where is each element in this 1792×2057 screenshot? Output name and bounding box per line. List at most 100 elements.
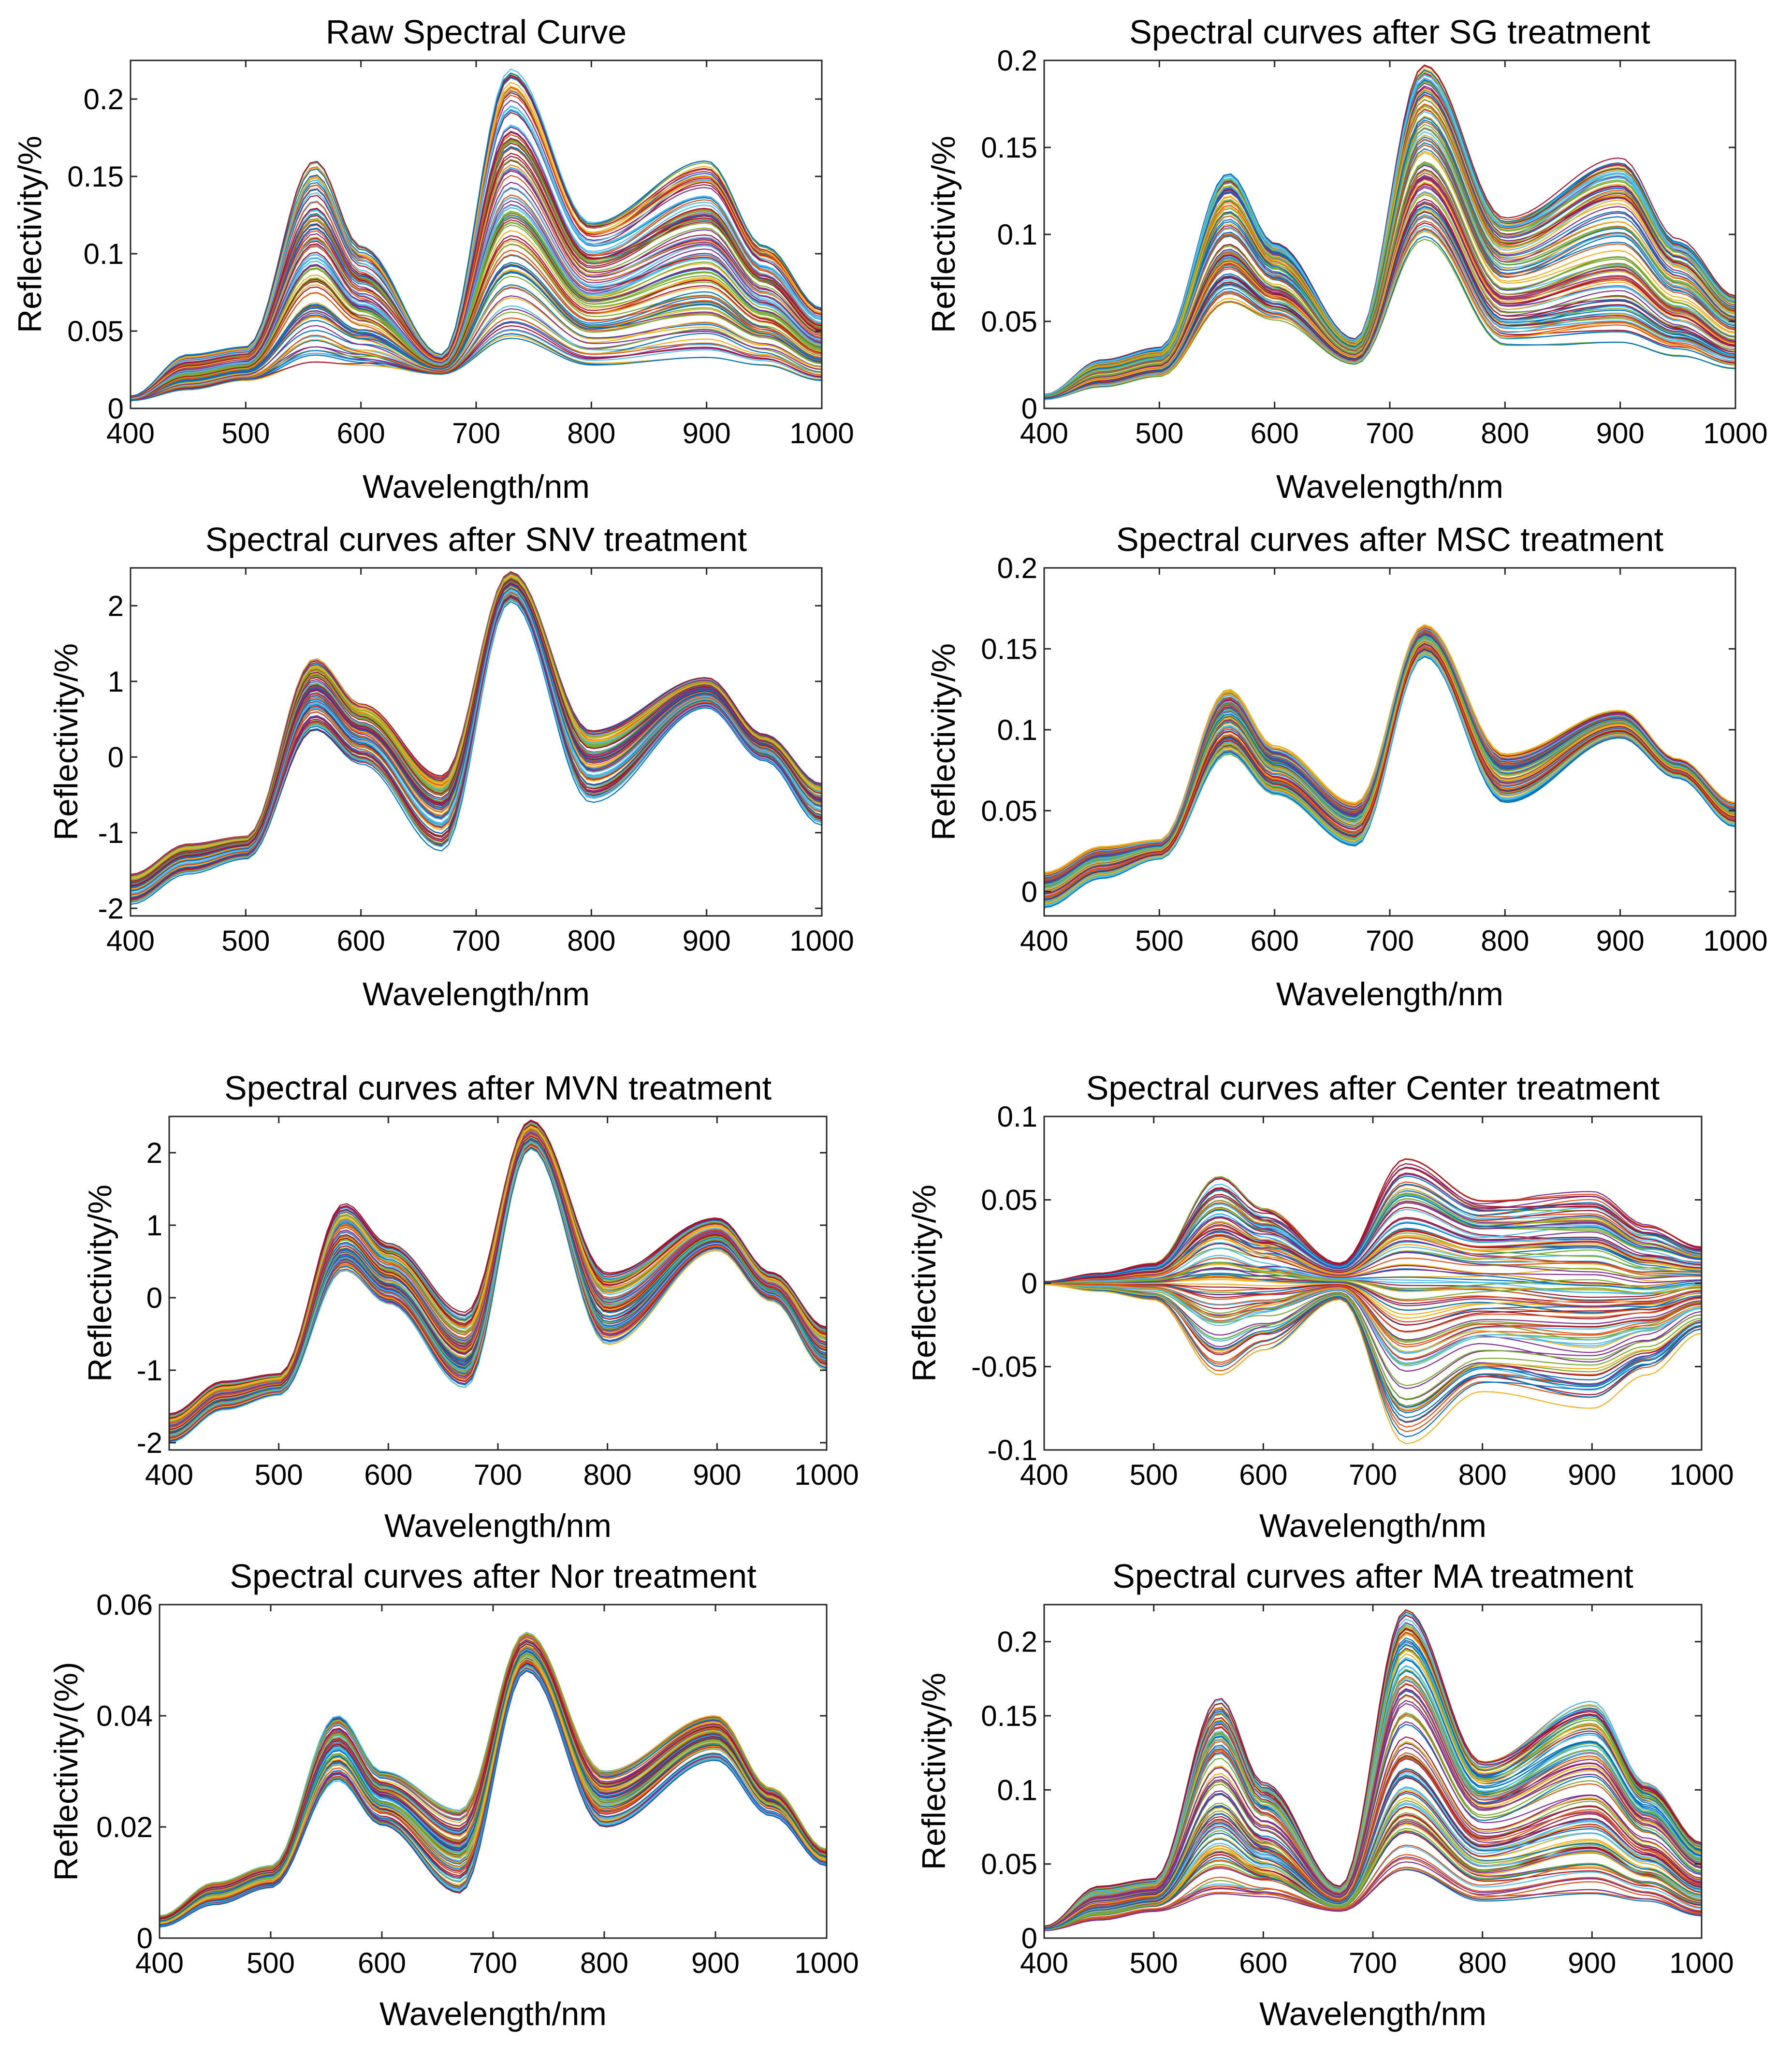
x-axis-label: Wavelength/nm — [363, 976, 590, 1013]
x-axis-label: Wavelength/nm — [1259, 1996, 1486, 2032]
series-line — [131, 322, 822, 401]
y-tick-label: 0.05 — [981, 1184, 1037, 1217]
series-group — [1044, 1158, 1702, 1445]
series-line — [1044, 1262, 1702, 1290]
series-line — [1044, 1195, 1702, 1283]
series-line — [169, 1123, 827, 1418]
x-tick-label: 900 — [1568, 1459, 1616, 1491]
series-line — [1044, 1224, 1702, 1283]
x-tick-label: 700 — [474, 1459, 522, 1491]
x-tick-label: 900 — [691, 1947, 740, 1979]
series-line — [1044, 144, 1735, 398]
y-tick-label: -2 — [98, 892, 124, 925]
x-axis-label: Wavelength/nm — [379, 1996, 607, 2032]
series-line — [1044, 1665, 1702, 1928]
x-tick-label: 1000 — [1669, 1459, 1734, 1491]
series-line — [169, 1131, 827, 1427]
series-line — [160, 1664, 827, 1926]
series-line — [1044, 1261, 1702, 1300]
x-tick-label: 600 — [358, 1947, 406, 1979]
series-line — [1044, 634, 1735, 884]
series-line — [1044, 1284, 1702, 1410]
y-axis-label: Reflectivity/% — [916, 1673, 952, 1870]
series-line — [1044, 1283, 1702, 1364]
series-group — [1044, 624, 1735, 909]
x-tick-label: 700 — [469, 1947, 517, 1979]
y-tick-label: -1 — [98, 817, 124, 849]
series-line — [1044, 624, 1735, 874]
x-tick-label: 800 — [583, 1459, 632, 1491]
x-tick-label: 1000 — [789, 925, 854, 957]
x-tick-label: 500 — [1130, 1947, 1178, 1979]
series-line — [131, 170, 822, 399]
series-line — [1044, 1682, 1702, 1928]
series-line — [131, 216, 822, 399]
x-axis-label: Wavelength/nm — [1276, 976, 1503, 1013]
x-tick-label: 600 — [1239, 1459, 1287, 1491]
series-line — [1044, 225, 1735, 400]
series-line — [1044, 1283, 1702, 1386]
x-tick-label: 500 — [255, 1459, 303, 1491]
y-tick-label: 0.02 — [96, 1811, 153, 1843]
series-group — [131, 571, 822, 905]
series-line — [131, 297, 822, 401]
series-line — [1044, 205, 1735, 399]
x-tick-label: 400 — [1020, 1459, 1068, 1491]
x-tick-label: 400 — [145, 1459, 193, 1491]
x-tick-label: 400 — [1020, 417, 1068, 449]
series-line — [1044, 1234, 1702, 1283]
series-line — [131, 105, 822, 397]
series-line — [1044, 628, 1735, 878]
y-tick-label: -0.05 — [971, 1351, 1037, 1383]
series-line — [131, 590, 822, 894]
series-group — [160, 1632, 827, 1927]
y-tick-label: 0.1 — [997, 714, 1037, 746]
x-tick-label: 500 — [1130, 1459, 1178, 1491]
series-line — [1044, 211, 1735, 400]
series-line — [1044, 1167, 1702, 1282]
series-line — [1044, 1283, 1702, 1352]
x-tick-label: 600 — [1239, 1947, 1287, 1979]
series-line — [160, 1650, 827, 1922]
y-tick-label: 0.2 — [997, 1626, 1037, 1658]
series-line — [131, 575, 822, 880]
x-tick-label: 500 — [247, 1947, 295, 1979]
series-line — [1044, 1284, 1702, 1423]
chart-raw: 400 500 600 700 800 900 1000 0 0.05 0.1 0.15 0.2 Raw… — [12, 13, 854, 505]
y-tick-label: 0.2 — [997, 552, 1037, 584]
series-line — [131, 254, 822, 400]
series-line — [169, 1125, 827, 1420]
series-line — [131, 317, 822, 401]
series-line — [169, 1120, 827, 1416]
series-line — [169, 1129, 827, 1424]
chart-title: Spectral curves after MSC treatment — [1116, 521, 1663, 558]
series-line — [1044, 637, 1735, 888]
y-tick-label: 0.15 — [67, 160, 124, 193]
x-tick-label: 900 — [1596, 925, 1645, 957]
series-line — [1044, 1283, 1702, 1333]
series-line — [1044, 1283, 1702, 1346]
series-line — [1044, 641, 1735, 892]
x-tick-label: 1000 — [794, 1947, 859, 1979]
chart-title: Spectral curves after MA treatment — [1112, 1557, 1633, 1595]
series-line — [1044, 88, 1735, 396]
chart-nor: 400 500 600 700 800 900 1000 0 0.02 0.04 0.06 Spect… — [48, 1557, 859, 2032]
x-tick-label: 400 — [106, 925, 155, 957]
series-line — [131, 235, 822, 400]
series-line — [131, 587, 822, 892]
y-axis-label: Reflectivity/(%) — [48, 1662, 85, 1881]
x-tick-label: 700 — [1349, 1947, 1397, 1979]
series-line — [1044, 231, 1735, 400]
y-tick-label: 1 — [146, 1209, 162, 1242]
chart-title: Spectral curves after Center treatment — [1086, 1069, 1660, 1107]
series-line — [131, 147, 822, 398]
x-tick-label: 800 — [567, 417, 615, 449]
y-tick-label: 0.05 — [67, 315, 124, 348]
y-tick-label: 0 — [108, 741, 124, 773]
y-tick-label: 0.1 — [997, 1101, 1037, 1133]
y-tick-label: -0.1 — [988, 1434, 1037, 1466]
x-tick-label: 800 — [1458, 1947, 1507, 1979]
y-tick-label: 0.1 — [997, 1774, 1037, 1806]
x-axis-label: Wavelength/nm — [1276, 468, 1503, 505]
